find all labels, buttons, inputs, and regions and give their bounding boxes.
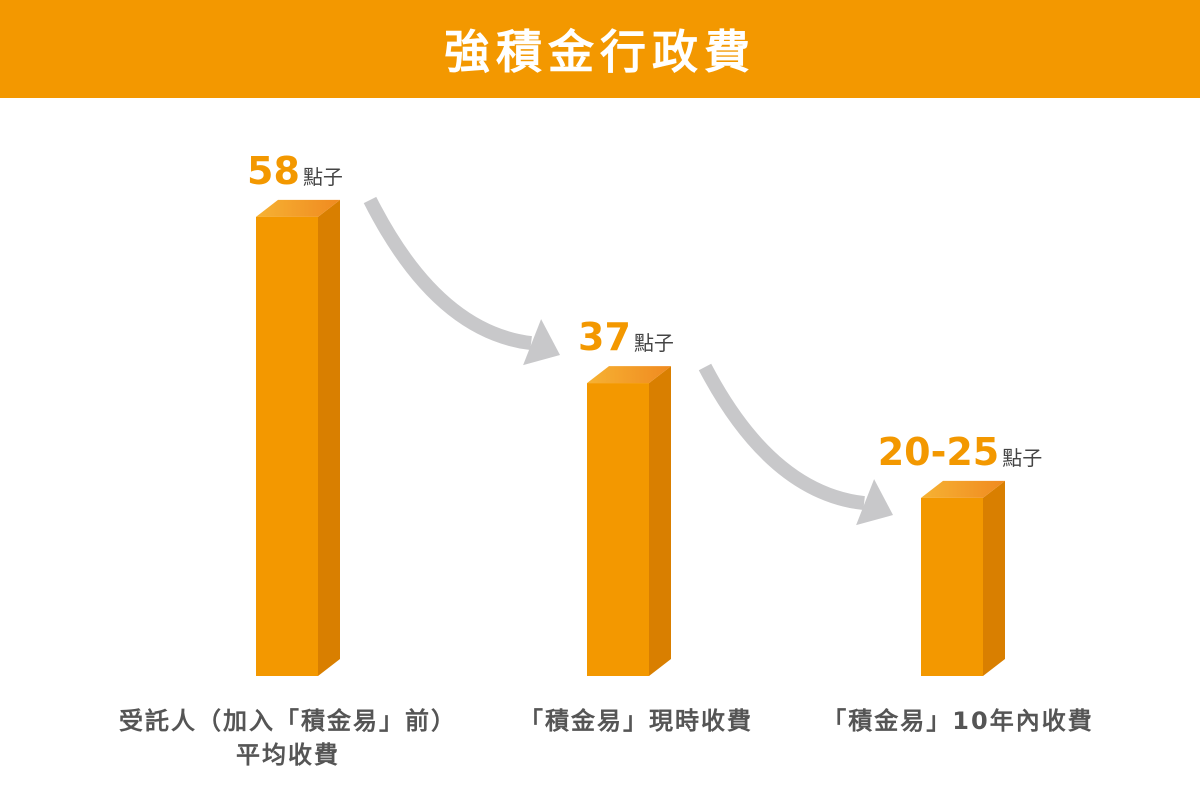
category-label-current: 「積金易」現時收費 [426, 704, 846, 738]
bar [256, 216, 318, 677]
data-label-value: 58 [247, 149, 300, 193]
trend-arrow-shaft [363, 196, 533, 351]
data-label-unit: 點子 [303, 165, 343, 189]
data-label-unit: 點子 [1002, 446, 1042, 470]
category-label-line: 「積金易」10年內收費 [822, 707, 1094, 735]
category-label-trustee: 受託人（加入「積金易」前） 平均收費 [78, 704, 498, 772]
bar [587, 383, 649, 676]
bar-side-face [983, 480, 1005, 676]
data-label-unit: 點子 [634, 331, 674, 355]
data-label: 58 點子 [247, 149, 343, 193]
data-label: 20-25 點子 [878, 430, 1043, 474]
chart-title: 強積金行政費 [444, 25, 756, 79]
data-label-value: 37 [578, 315, 631, 359]
bar-top-face [921, 480, 1005, 498]
title-banner: 強積金行政費 [0, 0, 1200, 98]
category-label-line: 「積金易」現時收費 [519, 707, 753, 735]
bar [921, 497, 983, 676]
bar-side-face [649, 366, 671, 676]
trend-arrow-head [856, 479, 893, 526]
category-label-line: 受託人（加入「積金易」前） [119, 707, 457, 735]
bar-top-face [256, 199, 340, 217]
data-label: 37 點子 [578, 315, 674, 359]
data-label-value: 20-25 [878, 430, 1000, 474]
bar-top-face [587, 366, 671, 384]
trend-arrow-shaft [698, 363, 865, 511]
trend-arrow-head [523, 319, 560, 366]
category-label-line: 平均收費 [236, 741, 340, 769]
category-label-10-year: 「積金易」10年內收費 [748, 704, 1168, 738]
bar-side-face [318, 199, 340, 677]
